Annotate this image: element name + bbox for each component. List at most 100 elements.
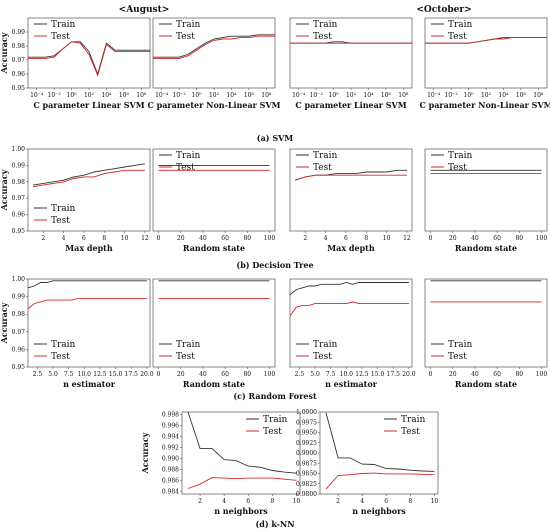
x-tick-label: 4 xyxy=(222,498,226,505)
plot-frame xyxy=(425,18,547,88)
x-axis-label: Random state xyxy=(183,379,245,389)
caption-decision-tree: (b) Decision Tree xyxy=(236,260,313,270)
legend-label-test: Test xyxy=(313,352,332,362)
x-tick-label: 100 xyxy=(264,235,276,242)
x-tick-label: 10⁶ xyxy=(381,92,392,99)
plot-frame xyxy=(28,279,150,367)
plot-frame xyxy=(425,149,547,231)
x-tick-label: 6 xyxy=(344,235,348,242)
x-tick-label: 2.5 xyxy=(33,371,43,378)
y-tick-label: 0.98 xyxy=(12,311,26,318)
legend-label-train: Train xyxy=(176,20,201,30)
legend-label-train: Train xyxy=(51,340,76,350)
x-tick-label: 17.5 xyxy=(387,371,401,378)
y-tick-label: 0.986 xyxy=(162,477,179,484)
x-tick-label: 40 xyxy=(199,235,207,242)
chart-svm-oct-linear: 10⁻⁴ 10⁻² 10⁰ 10² 10⁴ 10⁶ 10⁸ Train Test C parame… xyxy=(290,18,412,110)
x-tick-label: 20 xyxy=(177,371,185,378)
caption-knn: (d) k-NN xyxy=(255,519,294,529)
y-tick-label: 0.96 xyxy=(12,346,26,353)
x-tick-label: 10⁶ xyxy=(516,92,527,99)
x-tick-label: 6 xyxy=(82,235,86,242)
y-tick-label: 0.96 xyxy=(12,71,26,78)
x-tick-label: 80 xyxy=(515,371,523,378)
x-tick-label: 10⁴ xyxy=(363,92,374,99)
x-tick-label: 0 xyxy=(157,235,161,242)
x-tick-label: 2.5 xyxy=(295,371,305,378)
x-axis-label: n neighbors xyxy=(214,506,268,516)
x-tick-label: 10² xyxy=(84,92,95,99)
y-tick-label: 0.998 xyxy=(162,412,179,419)
y-tick-label: 0.990 xyxy=(162,455,179,462)
x-tick-label: 8 xyxy=(364,235,368,242)
y-tick-label: 0.9925 xyxy=(296,440,317,447)
x-tick-label: 12 xyxy=(141,235,149,242)
x-tick-label: 10⁰ xyxy=(192,92,203,99)
x-tick-label: 20 xyxy=(449,235,457,242)
plot-frame xyxy=(425,279,547,367)
x-axis-label: C parameter Linear SVM xyxy=(33,100,144,110)
legend-label-test: Test xyxy=(263,427,282,437)
x-tick-label: 10⁻⁴ xyxy=(427,92,441,99)
x-tick-label: 8 xyxy=(408,498,412,505)
plot-frame xyxy=(28,149,150,231)
chart-dt-aug-random: 0 20 40 60 80 100TrainTestRandom state xyxy=(153,149,275,253)
x-tick-label: 10⁻² xyxy=(445,92,459,99)
legend-label-train: Train xyxy=(313,151,338,161)
x-tick-label: 6 xyxy=(384,498,388,505)
legend-label-train: Train xyxy=(448,151,473,161)
x-tick-label: 10⁻² xyxy=(173,92,187,99)
x-tick-label: 10.0 xyxy=(340,371,354,378)
legend-label-test: Test xyxy=(51,216,70,226)
chart-dt-aug-depth: 2 4 6 8 10 120.950.960.970.980.991.00TrainTes… xyxy=(0,146,150,253)
legend-label-train: Train xyxy=(401,415,426,425)
caption-svm: (a) SVM xyxy=(257,133,294,143)
x-tick-label: 20.0 xyxy=(140,371,154,378)
y-tick-label: 0.9975 xyxy=(296,419,317,426)
x-tick-label: 10² xyxy=(346,92,357,99)
y-tick-label: 0.97 xyxy=(12,195,26,202)
x-tick-label: 7.5 xyxy=(64,371,74,378)
x-tick-label: 12 xyxy=(403,235,411,242)
legend-label-test: Test xyxy=(176,163,195,173)
caption-random-forest: (c) Random Forest xyxy=(233,391,317,401)
x-tick-label: 20 xyxy=(177,235,185,242)
legend-label-test: Test xyxy=(176,32,195,42)
y-tick-label: 1.00 xyxy=(12,276,26,283)
chart-knn-oct: 2 4 6 8 100.98000.98250.98500.98750.99000.99… xyxy=(296,409,438,516)
y-tick-label: 0.9950 xyxy=(296,430,317,437)
x-tick-label: 0 xyxy=(429,371,433,378)
x-tick-label: 4 xyxy=(324,235,328,242)
x-tick-label: 6 xyxy=(246,498,250,505)
chart-svm-oct-nonlinear: 10⁻⁴ 10⁻² 10⁰ 10² 10⁴ 10⁶ 10⁸TrainTestC parame… xyxy=(419,18,550,110)
x-tick-label: 10⁰ xyxy=(67,92,78,99)
chart-rf-aug-n: 2.5 5.0 7.5 10.0 12.5 15.0 17.5 20.00.950.960.9… xyxy=(0,276,154,389)
x-tick-label: 5.0 xyxy=(48,371,58,378)
legend-label-test: Test xyxy=(313,163,332,173)
x-tick-label: 10² xyxy=(209,92,220,99)
x-axis-label: n neighbors xyxy=(352,506,406,516)
x-tick-label: 10⁶ xyxy=(119,92,130,99)
x-axis-label: Random state xyxy=(455,243,517,253)
x-tick-label: 40 xyxy=(471,235,479,242)
legend-label-test: Test xyxy=(448,163,467,173)
x-tick-label: 10⁸ xyxy=(261,92,272,99)
x-tick-label: 15.0 xyxy=(371,371,385,378)
x-axis-label: Random state xyxy=(455,379,517,389)
x-tick-label: 7.5 xyxy=(326,371,336,378)
x-tick-label: 100 xyxy=(264,371,276,378)
y-tick-label: 1.00 xyxy=(12,146,26,153)
x-tick-label: 10 xyxy=(293,498,301,505)
legend-label-train: Train xyxy=(263,415,288,425)
y-tick-label: 0.99 xyxy=(12,162,26,169)
x-tick-label: 2 xyxy=(198,498,202,505)
chart-knn-aug: 2 4 6 8 100.9840.9860.9880.9900.9920.9940.99… xyxy=(140,412,300,516)
legend-label-train: Train xyxy=(448,340,473,350)
legend-label-test: Test xyxy=(313,32,332,42)
x-tick-label: 100 xyxy=(536,235,548,242)
x-axis-label: Random state xyxy=(183,243,245,253)
legend-label-train: Train xyxy=(176,340,201,350)
y-axis-label: Accuracy xyxy=(0,32,9,74)
x-tick-label: 10⁰ xyxy=(329,92,340,99)
